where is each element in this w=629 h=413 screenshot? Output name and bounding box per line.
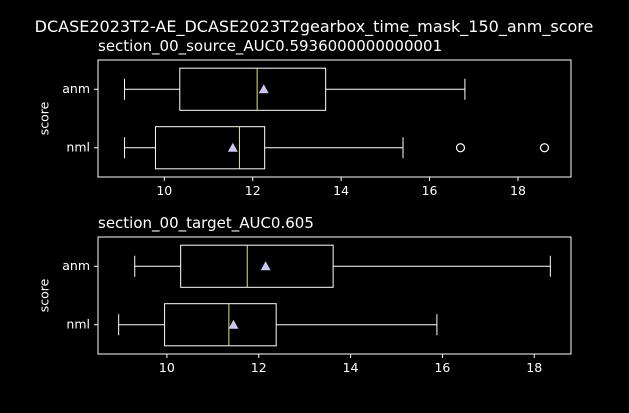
y-tick-label: anm [62,258,90,273]
plot-frame [97,59,572,178]
box-body [179,67,327,111]
outlier-point [455,143,466,153]
box-body [180,244,334,288]
x-tick-label: 12 [245,183,261,198]
y-tick-label: nml [66,316,90,331]
box-anm [124,67,466,111]
x-tick-label: 16 [422,183,438,198]
x-tick-label: 10 [159,360,175,375]
x-tick-label: 10 [156,183,172,198]
x-tick-label: 18 [510,183,526,198]
plot-frame [97,236,572,355]
mean-marker [227,142,238,152]
outlier-point [539,143,550,153]
panel-title: section_00_target_AUC0.605 [98,214,314,233]
y-axis-label: score [37,278,52,312]
x-tick-label: 16 [434,360,450,375]
panel-0: section_00_source_AUC0.5936000000000001s… [37,37,572,198]
box-body [154,126,266,170]
box-body [164,303,277,347]
x-tick-label: 18 [526,360,542,375]
panels: section_00_source_AUC0.5936000000000001s… [37,37,572,375]
box-nml [118,303,438,347]
y-tick-label: anm [62,81,90,96]
mean-marker [258,84,269,94]
box-nml [124,126,550,170]
mean-marker [260,261,271,271]
x-tick-label: 14 [333,183,349,198]
x-tick-label: 12 [251,360,267,375]
panel-title: section_00_source_AUC0.5936000000000001 [98,37,442,56]
figure-suptitle: DCASE2023T2-AE_DCASE2023T2gearbox_time_m… [35,17,594,37]
y-axis-label: score [37,101,52,135]
box-anm [134,244,551,288]
mean-marker [228,319,239,329]
x-tick-label: 14 [343,360,359,375]
y-tick-label: nml [66,139,90,154]
